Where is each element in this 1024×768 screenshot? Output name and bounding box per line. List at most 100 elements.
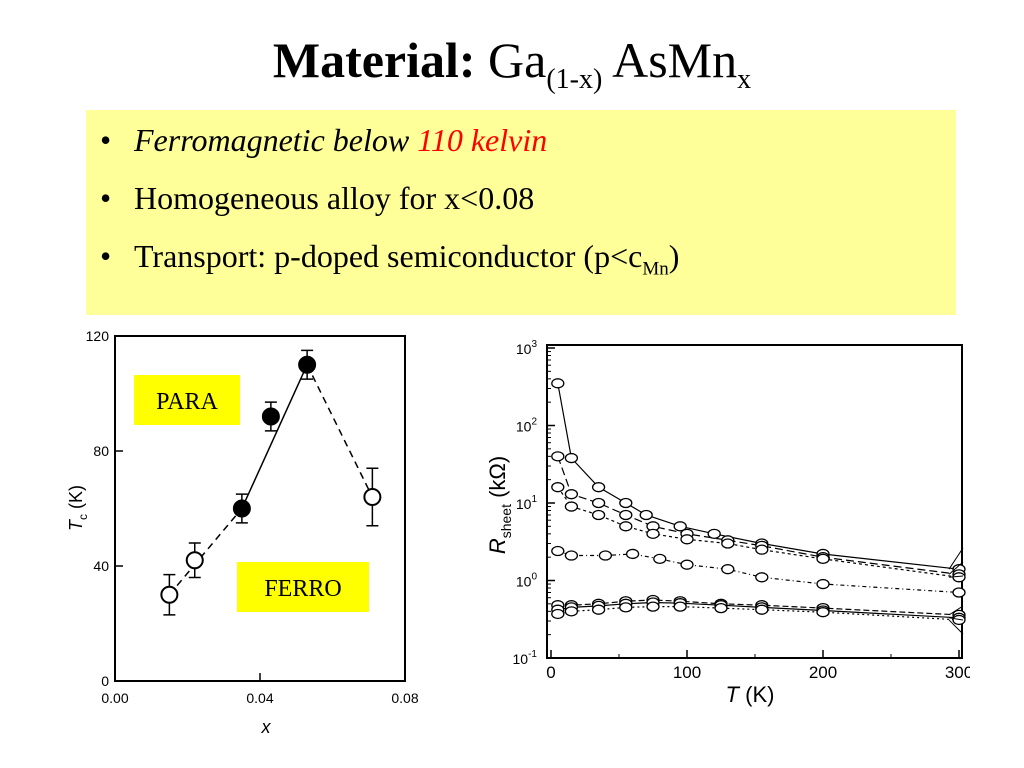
bullet-transport: • Transport: p-doped semiconductor (p<cMn… <box>100 236 679 289</box>
r-x-tick-label: 0 <box>546 663 555 682</box>
tc-x-tick-label: 0.08 <box>391 690 418 706</box>
r-data-point <box>646 601 660 612</box>
para-label: PARA <box>156 389 218 415</box>
slide-title: Material: Ga(1-x) AsMnx <box>0 30 1024 110</box>
r-data-point <box>816 607 830 618</box>
tc-chart: 0.00 0.04 0.08 0 40 80 120 x Tc (K) PARA FERRO <box>66 328 419 737</box>
r-data-point <box>714 602 728 614</box>
bullet-text: Homogeneous alloy for x<0.08 <box>134 180 535 216</box>
bullet-post: ) <box>668 238 680 274</box>
bullet-box: • Ferromagnetic below 110 kelvin • Homogen… <box>86 110 956 315</box>
tc-point-filled <box>298 355 317 374</box>
tc-point-open <box>363 488 382 506</box>
bullet-text: Ferromagnetic below <box>134 122 418 158</box>
tc-x-axis-label: x <box>261 717 272 737</box>
r-data-point <box>816 578 830 590</box>
tc-y-axis-label: Tc (K) <box>66 485 90 531</box>
r-data-point <box>680 534 694 545</box>
r-data-point <box>619 497 633 509</box>
tc-y-tick-label: 80 <box>93 443 109 459</box>
tc-x-tick-label: 0.04 <box>246 690 273 706</box>
r-data-point <box>551 378 565 389</box>
r-y-tick-label: 101 <box>516 494 538 512</box>
bullet-marker: • <box>100 180 112 216</box>
r-y-axis-label: Rsheet (kΩ) <box>485 456 514 554</box>
r-series-line <box>557 599 960 616</box>
tc-connector-line <box>306 364 374 498</box>
r-legend-leader <box>948 617 964 621</box>
r-data-point <box>625 548 640 560</box>
r-legend-leader <box>948 561 964 575</box>
title-asmn: AsMn <box>602 32 738 88</box>
r-y-tick-label: 10-1 <box>513 649 538 667</box>
r-data-point <box>598 550 613 561</box>
r-data-point <box>680 559 694 570</box>
r-data-point <box>646 528 660 539</box>
r-legend-leader <box>948 605 964 616</box>
tc-y-tick-label: 0 <box>101 673 109 689</box>
bullet-marker: • <box>100 238 112 274</box>
r-data-point <box>591 482 606 493</box>
bullet-sub: Mn <box>642 258 669 280</box>
r-data-point <box>564 550 579 561</box>
r-legend-leader <box>948 575 964 578</box>
r-data-point <box>755 572 769 583</box>
r-data-point <box>707 528 721 539</box>
r-data-point <box>564 489 579 500</box>
tc-connector-line <box>241 364 308 509</box>
r-data-point <box>755 604 769 615</box>
r-data-point <box>591 509 606 521</box>
r-y-tick-label: 102 <box>516 417 538 435</box>
r-data-point <box>564 501 579 512</box>
r-series-line <box>557 486 960 578</box>
r-data-point <box>952 614 966 626</box>
tc-point-filled <box>232 499 251 518</box>
r-series-line <box>557 601 960 619</box>
r-data-point <box>591 604 606 615</box>
r-data-point <box>551 545 565 557</box>
ferro-label: FERRO <box>264 576 341 602</box>
title-formula: Ga(1-x) AsMnx <box>488 32 751 95</box>
r-data-point <box>619 509 633 521</box>
title-ga: Ga <box>488 32 547 88</box>
r-data-point <box>591 497 606 509</box>
r-x-tick-label: 100 <box>673 663 701 682</box>
r-data-point <box>564 606 579 617</box>
r-data-point <box>721 564 735 575</box>
tc-point-filled <box>261 407 280 426</box>
tc-x-tick-label: 0.00 <box>101 690 128 706</box>
title-sub-x: x <box>737 64 752 95</box>
bullet-highlight: 110 kelvin <box>417 122 548 158</box>
r-data-point <box>639 509 653 521</box>
r-legend-leader <box>948 619 964 635</box>
r-data-point <box>721 538 735 549</box>
r-data-point <box>564 452 579 464</box>
tc-point-open <box>160 585 179 604</box>
r-data-point <box>551 482 565 493</box>
ferro-label-bg <box>237 562 369 612</box>
r-data-point <box>653 553 667 565</box>
bullet-alloy: • Homogeneous alloy for x<0.08 <box>100 178 534 218</box>
r-series-line <box>557 550 960 594</box>
r-data-point <box>673 521 687 532</box>
r-legend-leader <box>948 547 964 570</box>
r-x-axis-label: T (K) <box>726 682 775 707</box>
tc-y-tick-label: 120 <box>86 328 110 344</box>
title-sub-1x: (1-x) <box>546 64 603 95</box>
r-data-point <box>619 521 633 532</box>
r-data-point <box>755 544 769 555</box>
bullet-marker: • <box>100 122 112 158</box>
r-data-point <box>952 572 966 583</box>
r-y-tick-label: 103 <box>516 339 538 357</box>
r-series-line <box>557 606 960 621</box>
r-series-line <box>557 456 960 575</box>
r-data-point <box>551 608 565 620</box>
tc-connector-line <box>168 508 243 596</box>
r-data-point <box>816 553 830 565</box>
para-label-bg <box>134 375 240 425</box>
r-x-tick-label: 300 <box>945 663 970 682</box>
r-data-point <box>619 602 633 613</box>
r-data-point <box>673 601 687 612</box>
r-y-tick-label: 100 <box>516 572 538 590</box>
